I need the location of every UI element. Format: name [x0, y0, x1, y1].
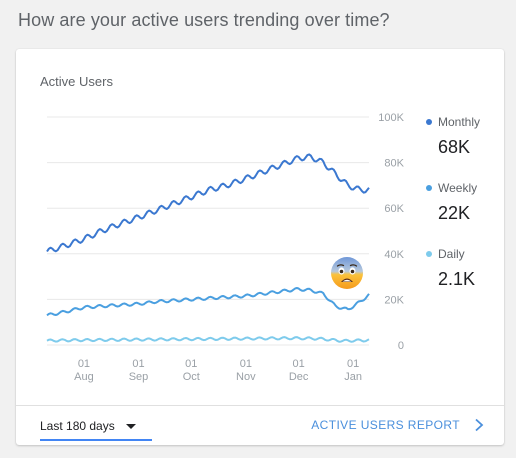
legend-series-value: 22K [438, 203, 471, 223]
caret-down-icon [126, 424, 136, 429]
legend-dot-icon [426, 185, 432, 191]
legend-item-daily: Daily 2.1K [426, 247, 475, 290]
chevron-right-icon [475, 418, 484, 432]
y-tick-label: 0 [398, 340, 404, 352]
report-link-label: ACTIVE USERS REPORT [311, 418, 460, 432]
x-tick-day: 01 [132, 358, 144, 370]
fearful-face-emoji-icon [331, 257, 363, 289]
legend-series-name: Monthly [426, 115, 480, 129]
legend-dot-icon [426, 119, 432, 125]
x-tick-month: Sep [129, 371, 149, 383]
y-tick-label: 20K [384, 294, 404, 306]
x-tick-month: Oct [183, 371, 200, 383]
x-tick-day: 01 [347, 358, 359, 370]
legend-series-label: Daily [438, 247, 465, 261]
card-title: Active Users [40, 74, 113, 89]
x-tick-month: Dec [289, 371, 309, 383]
series-line-daily [46, 336, 370, 343]
legend-series-label: Monthly [438, 115, 481, 129]
legend-series-value: 2.1K [438, 269, 476, 289]
x-tick-day: 01 [78, 358, 90, 370]
y-tick-label: 60K [384, 203, 404, 215]
legend-series-label: Weekly [438, 181, 478, 195]
x-tick-day: 01 [292, 358, 304, 370]
legend-dot-icon [426, 251, 432, 257]
x-tick-day: 01 [240, 358, 252, 370]
active-users-report-link[interactable]: ACTIVE USERS REPORT [311, 418, 484, 432]
date-range-dropdown[interactable]: Last 180 days [40, 415, 152, 441]
active-users-card: Active Users 0 20K 40K 60K 80K 100K 01 Aug 01 Sep… [16, 49, 504, 445]
legend-item-monthly: Monthly 68K [426, 115, 480, 158]
series-line-monthly [46, 153, 370, 253]
legend-series-name: Weekly [426, 181, 477, 195]
legend-item-weekly: Weekly 22K [426, 181, 477, 224]
legend-series-name: Daily [426, 247, 475, 261]
x-tick-month: Nov [236, 371, 256, 383]
active-users-chart: 020K40K60K80K100K01Aug01Sep01Oct01Nov01D… [46, 112, 405, 383]
date-range-label: Last 180 days [40, 419, 115, 433]
x-tick-month: Aug [74, 371, 94, 383]
y-tick-label: 40K [384, 249, 404, 261]
x-tick-month: Jan [344, 371, 362, 383]
y-tick-label: 80K [384, 158, 404, 170]
page-question: How are your active users trending over … [18, 10, 390, 30]
y-tick-label: 100K [378, 112, 404, 124]
footer-divider [16, 405, 504, 406]
series-line-weekly [46, 287, 370, 317]
legend-series-value: 68K [438, 137, 471, 157]
x-tick-day: 01 [185, 358, 197, 370]
